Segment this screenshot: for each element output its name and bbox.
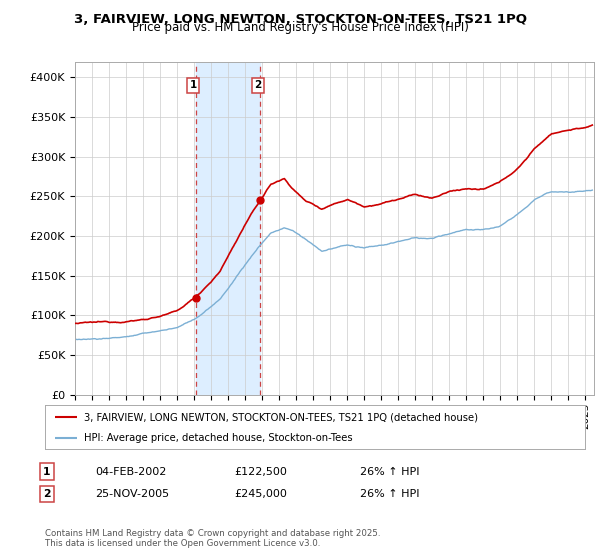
Text: 26% ↑ HPI: 26% ↑ HPI (360, 489, 419, 499)
Text: 26% ↑ HPI: 26% ↑ HPI (360, 466, 419, 477)
Text: 3, FAIRVIEW, LONG NEWTON, STOCKTON-ON-TEES, TS21 1PQ: 3, FAIRVIEW, LONG NEWTON, STOCKTON-ON-TE… (74, 12, 527, 26)
Text: Price paid vs. HM Land Registry's House Price Index (HPI): Price paid vs. HM Land Registry's House … (131, 21, 469, 35)
Text: £122,500: £122,500 (234, 466, 287, 477)
Text: 1: 1 (190, 81, 197, 90)
Text: HPI: Average price, detached house, Stockton-on-Tees: HPI: Average price, detached house, Stoc… (84, 433, 353, 443)
Text: 25-NOV-2005: 25-NOV-2005 (95, 489, 169, 499)
Bar (196, 62, 260, 395)
Text: £245,000: £245,000 (234, 489, 287, 499)
Text: 2: 2 (43, 489, 50, 499)
Text: 3, FAIRVIEW, LONG NEWTON, STOCKTON-ON-TEES, TS21 1PQ (detached house): 3, FAIRVIEW, LONG NEWTON, STOCKTON-ON-TE… (84, 412, 478, 422)
Text: Contains HM Land Registry data © Crown copyright and database right 2025.
This d: Contains HM Land Registry data © Crown c… (45, 529, 380, 548)
Text: 2: 2 (254, 81, 262, 90)
Text: 04-FEB-2002: 04-FEB-2002 (95, 466, 166, 477)
Text: 1: 1 (43, 466, 50, 477)
